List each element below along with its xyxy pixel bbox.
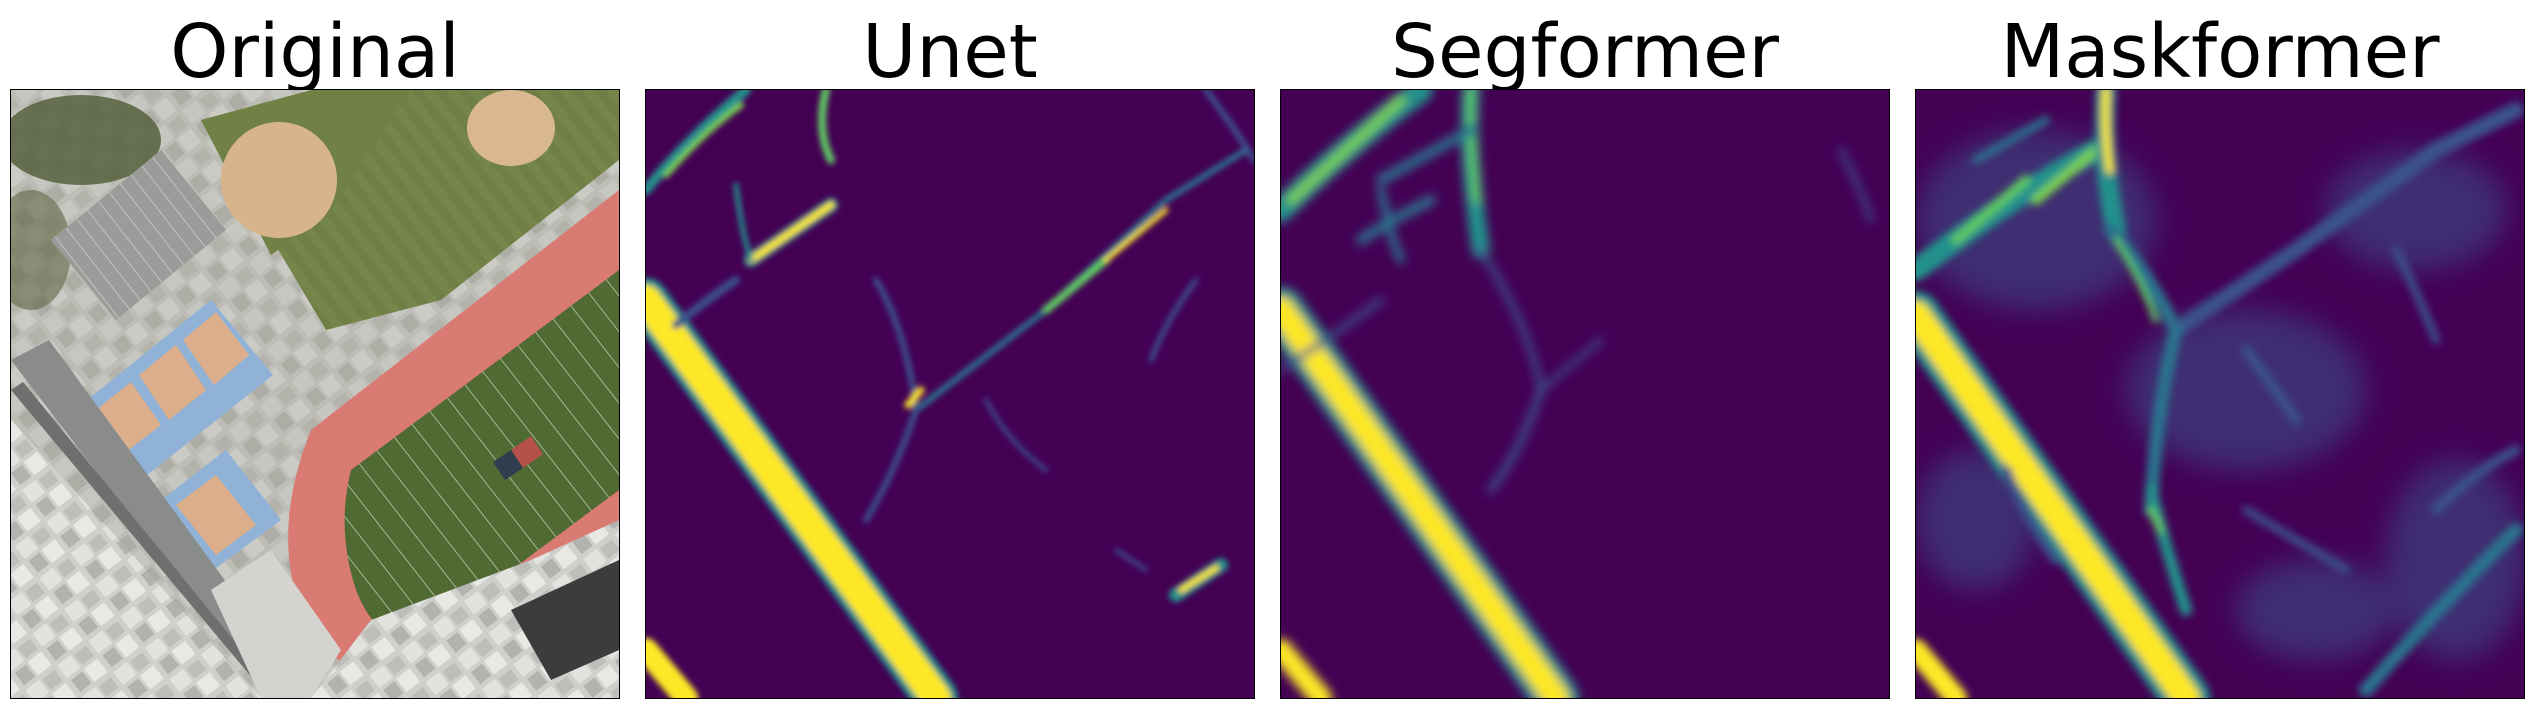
panel-title: Maskformer [2000,9,2440,95]
maskformer-heatmap [1915,89,2525,699]
panel-original: Original [10,0,620,711]
tennis-courts [81,300,281,568]
infield-dirt [221,122,337,238]
running-track [288,190,619,678]
trees [11,95,161,185]
segformer-heatmap [1280,89,1890,699]
panel-title: Segformer [1391,9,1779,95]
panel-title: Original [170,9,460,95]
panel-title: Unet [862,9,1038,95]
unet-heatmap [645,89,1255,699]
panel-segformer: Segformer [1280,0,1890,711]
aerial-photo [10,89,620,699]
panel-maskformer: Maskformer [1915,0,2525,711]
panel-unet: Unet [645,0,1255,711]
parking-lot [51,150,226,320]
